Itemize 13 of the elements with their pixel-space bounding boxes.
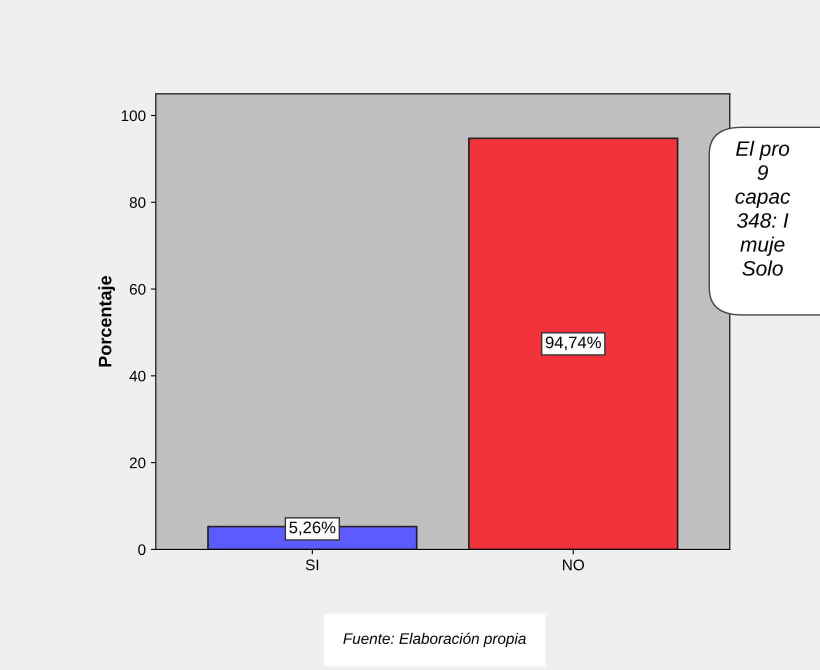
- y-tick-label: 0: [138, 544, 146, 556]
- data-label: 94,74%: [546, 336, 601, 350]
- data-label: 5,26%: [289, 522, 336, 536]
- text: El pro 9 capac 348: I muje Solo: [735, 140, 790, 276]
- source-note: Fuente: Elaboración propia: [343, 632, 526, 648]
- y-tick-label: 60: [130, 284, 146, 295]
- y-tick-label: 80: [130, 197, 146, 208]
- y-tick-label: 20: [130, 457, 146, 468]
- y-tick-label: 100: [122, 110, 146, 122]
- x-tick-label: SI: [306, 560, 318, 570]
- y-axis-title: Porcentaje: [98, 276, 116, 367]
- x-tick-label: NO: [563, 560, 584, 570]
- y-tick-label: 40: [129, 370, 146, 382]
